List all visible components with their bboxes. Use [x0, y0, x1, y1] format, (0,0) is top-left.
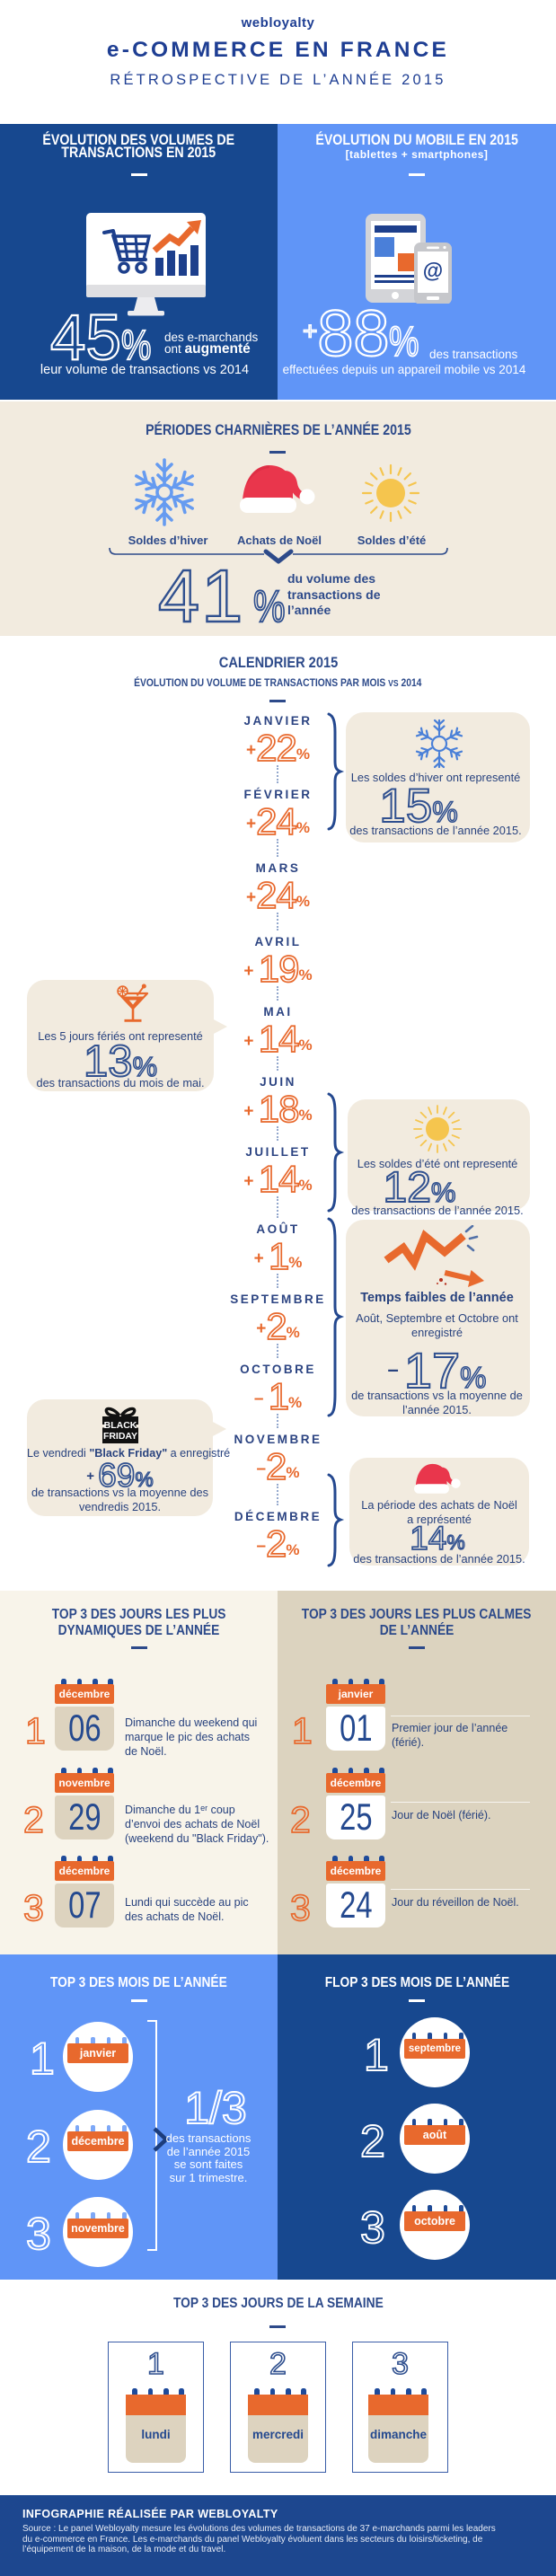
svg-text:@: @	[423, 259, 443, 282]
svg-text:BLACK: BLACK	[104, 1420, 137, 1431]
svg-text:FRIDAY: FRIDAY	[103, 1431, 137, 1442]
